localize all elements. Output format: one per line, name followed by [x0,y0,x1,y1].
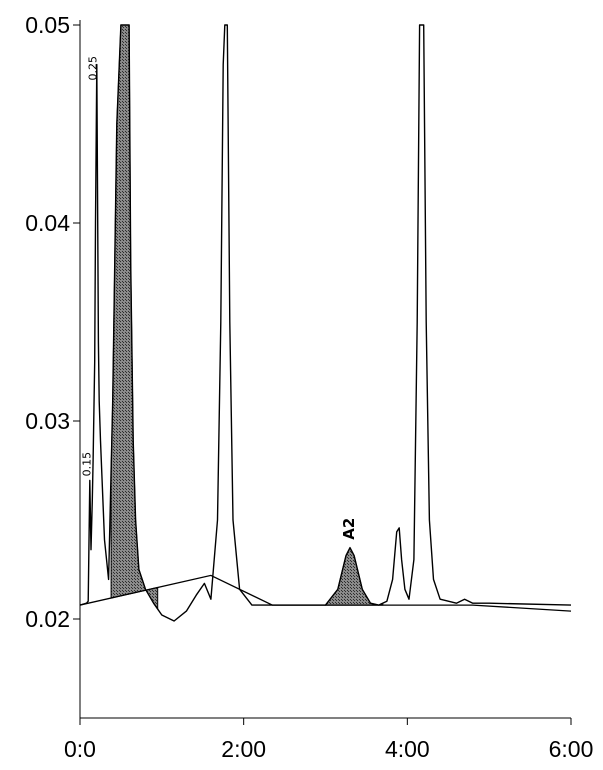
y-tick-label: 0.04 [25,210,70,236]
x-tick-label: 0:0 [64,736,96,762]
y-tick-label: 0.05 [25,12,70,38]
y-tick-label: 0.03 [25,408,70,434]
y-tick-label: 0.02 [25,606,70,632]
axes: 0.02 0.03 0.04 0.05 0:0 2:00 4:00 6:00 [25,12,593,762]
shaded-peak-1 [110,24,159,611]
signal-traces [80,24,572,622]
x-tick-label: 4:00 [385,736,430,762]
signal-trace-1 [80,24,572,622]
x-tick-label: 6:00 [549,736,594,762]
peak-label: 0.15 [81,452,94,477]
x-tick-label: 2:00 [221,736,266,762]
peak-annotations: 0.25 0.15 A2 [81,56,358,540]
peak-label: A2 [340,518,358,540]
peak-label: 0.25 [86,56,99,81]
